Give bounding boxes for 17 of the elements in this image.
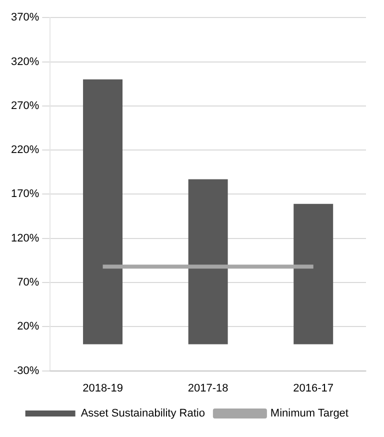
y-tick-label: 370% — [10, 12, 40, 24]
y-tick-label: 20% — [17, 320, 40, 333]
y-tick-label: -30% — [13, 364, 40, 377]
y-tick-label: 120% — [10, 232, 40, 244]
bar — [83, 79, 123, 344]
y-tick-label: 270% — [10, 100, 40, 112]
bar — [294, 204, 334, 344]
y-tick-label: 320% — [10, 56, 40, 68]
bar — [188, 179, 228, 344]
y-tick-label: 220% — [10, 144, 40, 156]
x-tick-label: 2017-18 — [188, 382, 228, 394]
legend-label: Minimum Target — [270, 408, 348, 420]
x-tick-label: 2016-17 — [293, 382, 334, 394]
y-tick-label: 170% — [10, 188, 40, 200]
x-tick-label: 2018-19 — [82, 382, 123, 394]
y-tick-label: 70% — [17, 276, 40, 289]
legend-label: Asset Sustainability Ratio — [80, 408, 205, 420]
